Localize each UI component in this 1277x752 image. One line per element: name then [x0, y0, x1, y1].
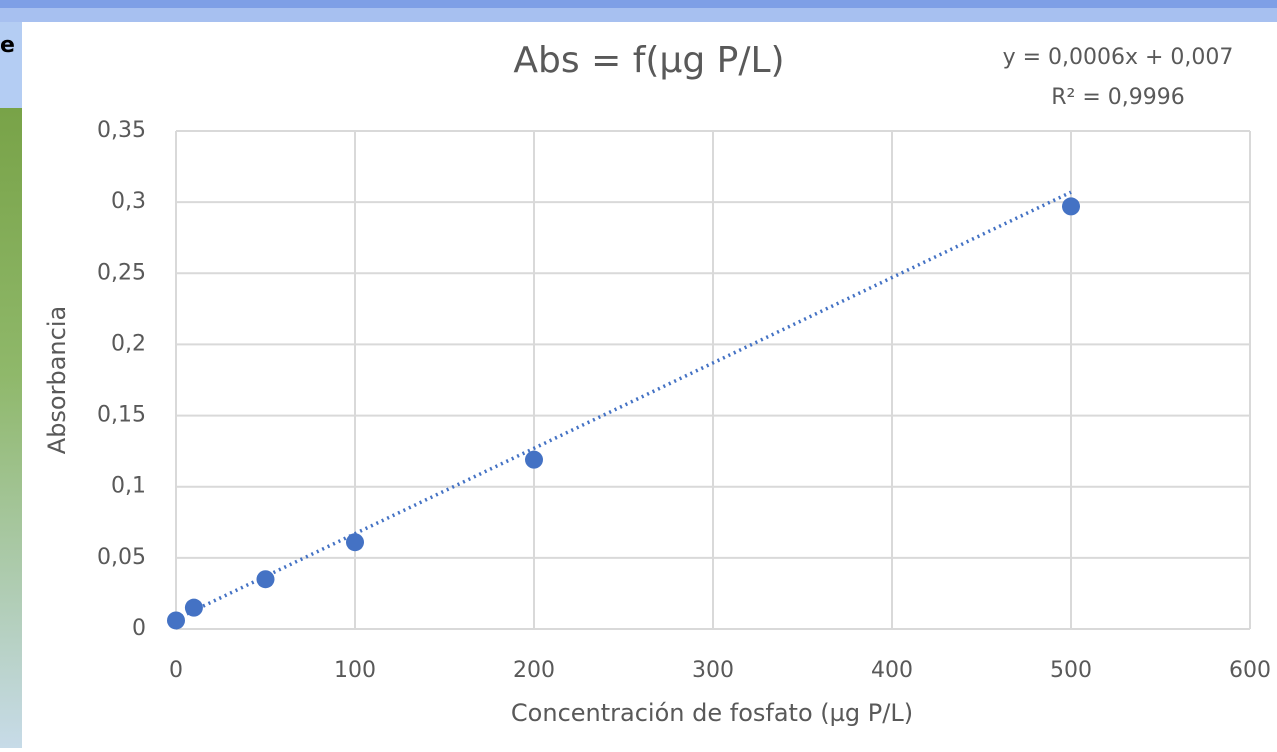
y-tick-label: 0,15: [97, 403, 146, 428]
y-tick-label: 0: [132, 616, 146, 641]
data-point: [167, 611, 185, 629]
y-tick-label: 0,3: [111, 189, 146, 214]
data-point: [525, 451, 543, 469]
chart-title: Abs = f(µg P/L): [513, 40, 784, 81]
chart: e Abs = f(µg P/L) y = 0,0006x + 0,007 R²…: [0, 0, 1277, 748]
data-point: [1062, 197, 1080, 215]
data-point: [185, 599, 203, 617]
y-tick-label: 0,25: [97, 260, 146, 285]
y-tick-label: 0,35: [97, 118, 146, 143]
y-axis-label: Absorbancia: [43, 306, 71, 454]
x-tick-label: 0: [169, 658, 183, 683]
page: e Abs = f(µg P/L) y = 0,0006x + 0,007 R²…: [0, 0, 1277, 748]
x-tick-label: 500: [1050, 658, 1092, 683]
fragment-text: e: [0, 33, 15, 58]
x-tick-label: 300: [692, 658, 734, 683]
x-tick-label: 600: [1229, 658, 1271, 683]
y-tick-label: 0,2: [111, 331, 146, 356]
x-tick-label: 400: [871, 658, 913, 683]
trend-equation: y = 0,0006x + 0,007: [1003, 45, 1234, 70]
x-axis-label: Concentración de fosfato (µg P/L): [511, 699, 913, 727]
x-tick-label: 100: [334, 658, 376, 683]
y-tick-label: 0,05: [97, 545, 146, 570]
data-point: [257, 570, 275, 588]
trend-r2: R² = 0,9996: [1051, 85, 1185, 110]
top-band-dark: [0, 0, 1277, 8]
y-tick-label: 0,1: [111, 474, 146, 499]
data-point: [346, 533, 364, 551]
x-tick-label: 200: [513, 658, 555, 683]
